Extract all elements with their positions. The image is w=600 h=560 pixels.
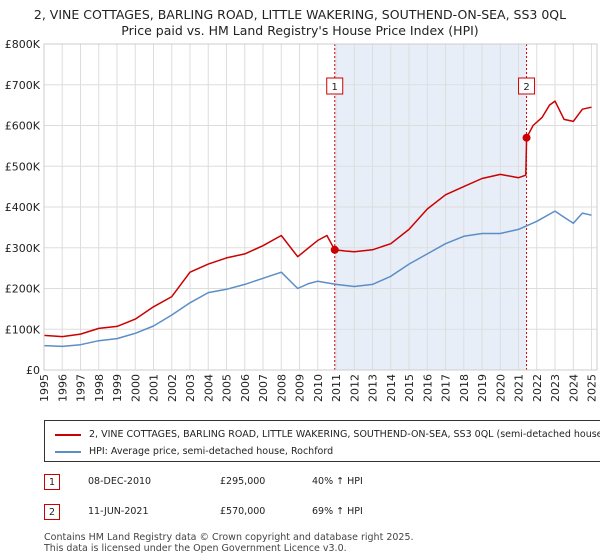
- x-tick-label: 2002: [166, 374, 179, 402]
- sale-marker-box: [518, 77, 536, 95]
- y-tick-label: £0: [26, 364, 40, 377]
- plot-border: [43, 43, 598, 371]
- x-tick-label: 2004: [202, 374, 215, 402]
- sale-marker-label: 1: [332, 82, 338, 93]
- y-tick-label: £500K: [5, 160, 41, 173]
- x-tick-label: 2023: [549, 374, 562, 402]
- legend-swatch-property: [55, 433, 81, 436]
- x-tick-label: 2005: [221, 374, 234, 402]
- x-tick-label: 2000: [129, 374, 142, 402]
- x-tick-label: 2009: [294, 374, 307, 402]
- x-tick-label: 2010: [312, 374, 325, 402]
- y-tick-label: £600K: [5, 120, 41, 133]
- x-tick-label: 1997: [75, 374, 88, 402]
- x-tick-label: 1996: [56, 374, 69, 402]
- x-tick-label: 2024: [567, 374, 580, 402]
- x-tick-label: 2011: [330, 374, 343, 402]
- legend: 2, VINE COTTAGES, BARLING ROAD, LITTLE W…: [44, 420, 600, 462]
- x-tick-label: 2012: [348, 374, 361, 402]
- x-tick-label: 2017: [440, 374, 453, 402]
- x-tick-label: 2016: [421, 374, 434, 402]
- y-tick-label: £800K: [5, 38, 41, 51]
- footer-line-1: Contains HM Land Registry data © Crown c…: [44, 532, 414, 543]
- hpi-line: [43, 210, 592, 348]
- sale-point: [330, 245, 339, 254]
- chart-subtitle: Price paid vs. HM Land Registry's House …: [121, 23, 479, 38]
- x-tick-label: 2007: [257, 374, 270, 402]
- transaction-marker-badge: 1: [44, 474, 60, 490]
- x-tick-label: 2001: [148, 374, 161, 402]
- x-tick-label: 2003: [184, 374, 197, 402]
- x-tick-label: 2019: [476, 374, 489, 402]
- x-tick-label: 2008: [275, 374, 288, 402]
- x-tick-label: 2018: [458, 374, 471, 402]
- transaction-price: £570,000: [220, 506, 266, 517]
- footer-line-2: This data is licensed under the Open Gov…: [44, 543, 347, 554]
- x-tick-label: 2013: [367, 374, 380, 402]
- x-tick-label: 2006: [239, 374, 252, 402]
- legend-item-hpi: HPI: Average price, semi-detached house,…: [55, 446, 333, 457]
- transaction-date: 11-JUN-2021: [88, 506, 149, 517]
- y-tick-label: £300K: [5, 242, 41, 255]
- price-chart: £0 £100K £200K £300K £400K £500K £600K £700K £80…: [5, 38, 599, 402]
- transaction-date: 08-DEC-2010: [88, 476, 152, 487]
- x-tick-label: 1999: [111, 374, 124, 402]
- legend-swatch-hpi: [55, 450, 81, 453]
- legend-item-property: 2, VINE COTTAGES, BARLING ROAD, LITTLE W…: [55, 429, 600, 440]
- sale-marker-box: [326, 77, 344, 95]
- sale-point: [522, 133, 531, 142]
- x-tick-label: 1998: [93, 374, 106, 402]
- y-tick-label: £100K: [5, 323, 41, 336]
- y-tick-label: £400K: [5, 201, 41, 214]
- x-tick-label: 2020: [494, 374, 507, 402]
- transaction-hpi-change: 69% ↑ HPI: [312, 506, 363, 517]
- transaction-hpi-change: 40% ↑ HPI: [312, 476, 363, 487]
- sale-marker-label: 2: [523, 82, 529, 93]
- x-tick-label: 2014: [385, 374, 398, 402]
- chart-title: 2, VINE COTTAGES, BARLING ROAD, LITTLE W…: [33, 7, 567, 22]
- property-price-line: [43, 100, 592, 338]
- x-tick-label: 1995: [38, 374, 51, 402]
- y-tick-label: £700K: [5, 79, 41, 92]
- transaction-price: £295,000: [220, 476, 266, 487]
- legend-label-hpi: HPI: Average price, semi-detached house,…: [89, 446, 334, 457]
- footer-attribution: Contains HM Land Registry data © Crown c…: [44, 532, 414, 554]
- legend-label-property: 2, VINE COTTAGES, BARLING ROAD, LITTLE W…: [89, 429, 600, 440]
- x-tick-label: 2015: [403, 374, 416, 402]
- x-tick-label: 2025: [586, 374, 599, 402]
- y-tick-label: £200K: [5, 283, 41, 296]
- transaction-marker-badge: 2: [44, 504, 60, 520]
- x-tick-label: 2022: [531, 374, 544, 402]
- x-tick-label: 2021: [513, 374, 526, 402]
